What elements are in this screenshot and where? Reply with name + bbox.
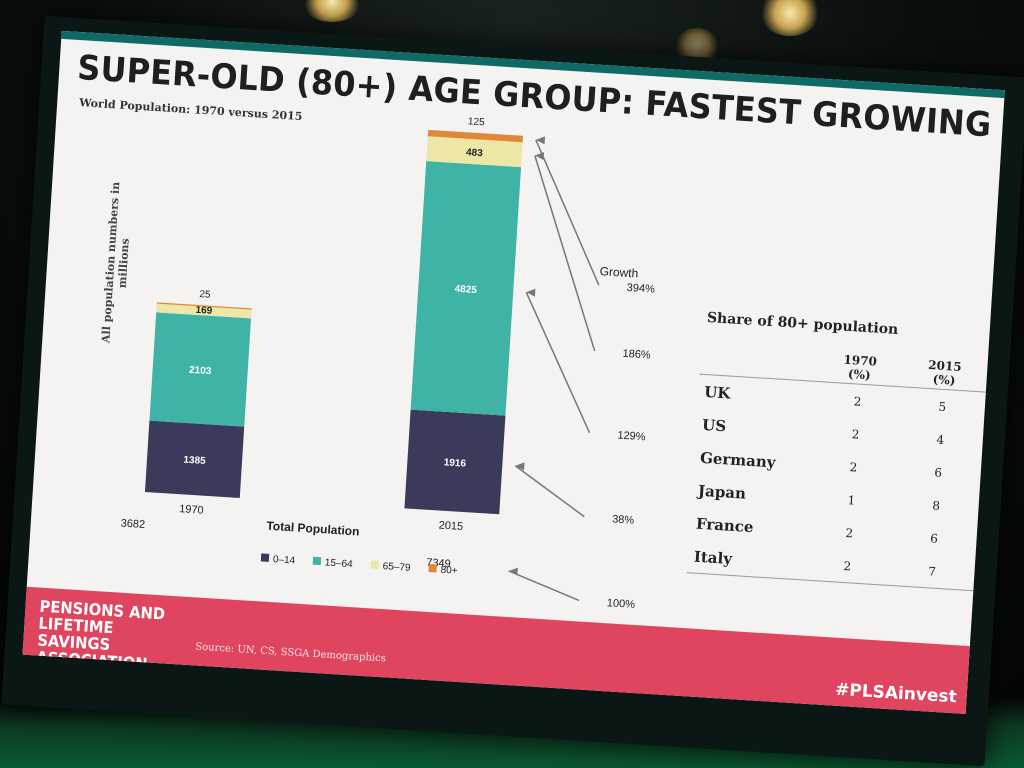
- projection-screen: SUPER-OLD (80+) AGE GROUP: FASTEST GROWI…: [1, 15, 1024, 767]
- bar-value-label: 169: [195, 305, 213, 317]
- growth-label: 100%: [606, 597, 635, 611]
- value-2015-cell: 8: [931, 497, 941, 513]
- bar-segment-1970-1: [149, 312, 252, 427]
- growth-arrow: [525, 291, 591, 434]
- legend-swatch: [370, 560, 380, 569]
- total-label-1970: 3682: [120, 518, 145, 532]
- bar-segment-1970-0: [144, 420, 245, 498]
- legend-swatch: [260, 553, 270, 562]
- legend-label: 65–79: [382, 561, 411, 574]
- growth-arrow: [535, 139, 600, 286]
- value-1970-cell: 2: [803, 546, 891, 586]
- bar-value-label: 1385: [183, 455, 206, 467]
- stacked-bar-chart: 1385210316925197019164825483125201536827…: [120, 116, 655, 611]
- x-axis-label: Total Population: [266, 519, 360, 539]
- growth-arrowhead: [535, 136, 546, 145]
- growth-arrow: [514, 465, 585, 518]
- header-2015-unit: (%): [932, 372, 956, 388]
- value-2015-cell: 6: [929, 530, 939, 546]
- bar-value-label: 1916: [443, 457, 466, 469]
- value-1970-cell: 2: [849, 459, 858, 475]
- growth-arrow: [534, 155, 596, 352]
- value-2015-cell: 4: [936, 432, 945, 447]
- legend-label: 80+: [440, 565, 458, 577]
- value-1970-cell: 2: [851, 426, 860, 442]
- growth-label: 38%: [612, 513, 635, 526]
- growth-label: 394%: [626, 282, 655, 296]
- bar-value-label: 4825: [454, 284, 477, 296]
- bar-segment-2015-2: [426, 136, 523, 168]
- hashtag: #PLSAinvest: [834, 679, 958, 708]
- growth-label: 186%: [622, 348, 651, 362]
- stage-light: [302, 0, 362, 22]
- growth-arrowhead: [534, 152, 545, 161]
- legend-swatch: [428, 563, 437, 573]
- header-1970-unit: (%): [847, 366, 872, 383]
- bar-value-label: 2103: [189, 365, 212, 377]
- header-2015: 2015 (%): [901, 354, 988, 393]
- growth-arrowhead: [526, 288, 536, 297]
- country-cell: Italy: [686, 539, 806, 581]
- legend-swatch: [312, 556, 322, 566]
- growth-arrow: [508, 570, 580, 602]
- plsa-logo: PENSIONS AND LIFETIME SAVINGS ASSOCIATIO…: [35, 596, 166, 674]
- category-label: 1970: [179, 503, 204, 517]
- category-label: 2015: [438, 520, 463, 534]
- stage-light: [760, 0, 820, 36]
- header-1970: 1970 (%): [816, 348, 904, 387]
- value-1970-cell: 1: [847, 492, 856, 508]
- bar-segment-2015-0: [404, 409, 506, 515]
- value-2015-cell: 5: [938, 399, 947, 414]
- value-2015-cell: 7: [888, 551, 976, 591]
- bar-segment-2015-3: [427, 129, 524, 143]
- growth-arrowhead: [515, 462, 525, 471]
- bar-value-label: 125: [468, 116, 486, 128]
- share-table: 1970 (%) 2015 (%) UK 2 5 US 2: [686, 341, 988, 592]
- slide: SUPER-OLD (80+) AGE GROUP: FASTEST GROWI…: [22, 30, 1005, 714]
- legend-label: 0–14: [273, 554, 296, 566]
- bar-segment-1970-3: [156, 302, 252, 310]
- source-note: Source: UN, CS, SSGA Demographics: [194, 641, 387, 665]
- bar-segment-1970-2: [156, 303, 252, 319]
- growth-arrowhead: [508, 567, 518, 576]
- growth-label: 129%: [617, 430, 646, 444]
- legend-label: 15–64: [324, 557, 353, 570]
- growth-header: Growth: [599, 264, 638, 280]
- value-2015-cell: 6: [934, 465, 943, 480]
- value-1970-cell: 2: [845, 525, 854, 541]
- bar-segment-2015-1: [410, 161, 522, 416]
- bar-value-label: 483: [466, 147, 484, 159]
- bar-value-label: 25: [199, 289, 211, 301]
- value-1970-cell: 2: [853, 393, 862, 409]
